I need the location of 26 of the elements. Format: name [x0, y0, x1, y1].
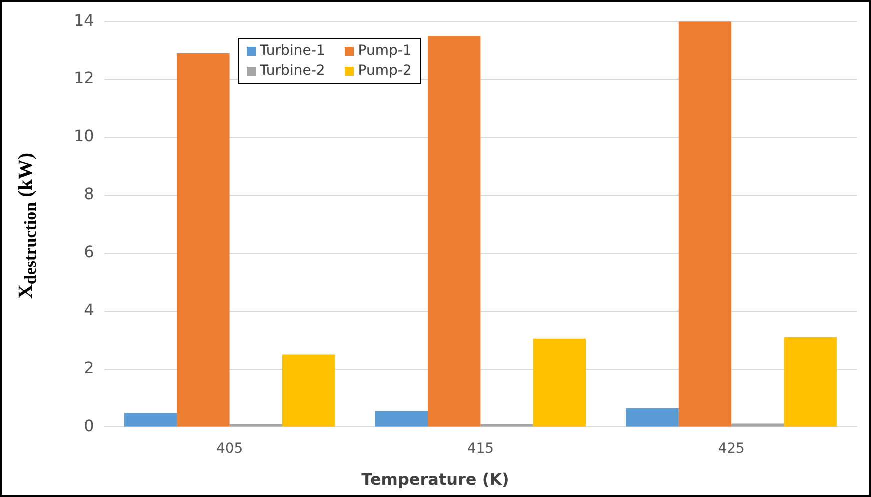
legend-label: Pump-1: [358, 43, 412, 59]
y-tick-label: 10: [74, 126, 94, 146]
y-tick-label: 12: [74, 68, 94, 88]
bar: [678, 22, 732, 427]
bar: [124, 413, 178, 427]
x-tick-label: 415: [467, 441, 494, 458]
x-tick-label: 425: [718, 441, 745, 458]
y-tick-label: 2: [84, 358, 94, 378]
bar: [626, 408, 679, 427]
bar: [784, 337, 837, 427]
y-tick-label: 14: [74, 10, 94, 30]
legend-label: Pump-2: [358, 63, 412, 79]
bar: [282, 354, 336, 427]
bar: [533, 338, 586, 427]
y-tick-label: 6: [84, 242, 94, 262]
y-tick-label: 0: [84, 416, 94, 436]
bar: [428, 36, 481, 427]
x-axis-title: Temperature (K): [360, 470, 510, 489]
bar: [177, 53, 230, 427]
y-tick-label: 8: [84, 184, 94, 204]
x-tick-label: 405: [216, 441, 244, 458]
legend-label: Turbine-2: [260, 63, 326, 79]
bar: [375, 411, 428, 427]
bar: [732, 424, 784, 427]
legend-label: Turbine-1: [260, 43, 326, 59]
y-tick-label: 4: [84, 300, 94, 320]
